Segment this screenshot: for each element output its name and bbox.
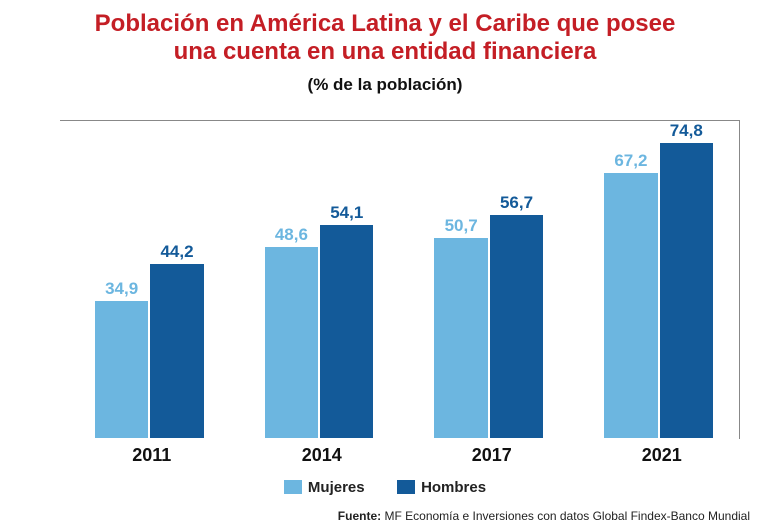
bar-value-label: 67,2 xyxy=(604,151,657,171)
x-axis-label: 2021 xyxy=(604,445,720,466)
chart-bars-container: 34,944,248,654,150,756,767,274,8 xyxy=(60,121,739,439)
legend-label-hombres: Hombres xyxy=(421,479,486,496)
legend: Mujeres Hombres xyxy=(0,479,770,500)
bar: 34,9 xyxy=(94,300,149,439)
legend-item-mujeres: Mujeres xyxy=(284,479,365,496)
bar-value-label: 48,6 xyxy=(265,225,318,245)
bar: 50,7 xyxy=(433,237,488,439)
bar: 56,7 xyxy=(489,214,544,439)
x-axis-label: 2011 xyxy=(94,445,210,466)
chart-title: Población en América Latina y el Caribe … xyxy=(0,0,770,65)
bar: 48,6 xyxy=(264,246,319,439)
bar: 44,2 xyxy=(149,263,204,439)
bar-group: 67,274,8 xyxy=(603,121,718,439)
bar-value-label: 74,8 xyxy=(660,121,713,141)
source-text: MF Economía e Inversiones con datos Glob… xyxy=(381,509,750,523)
chart-subtitle: (% de la población) xyxy=(0,75,770,95)
bar-value-label: 50,7 xyxy=(434,216,487,236)
x-axis-labels: 2011 2014 2017 2021 xyxy=(60,445,740,469)
bar-group: 34,944,2 xyxy=(94,121,209,439)
bar-value-label: 54,1 xyxy=(320,203,373,223)
source-line: Fuente: MF Economía e Inversiones con da… xyxy=(338,509,750,523)
legend-label-mujeres: Mujeres xyxy=(308,479,365,496)
bar-value-label: 34,9 xyxy=(95,279,148,299)
title-line-1: Población en América Latina y el Caribe … xyxy=(95,10,676,37)
bar-group: 50,756,7 xyxy=(433,121,548,439)
legend-swatch-hombres xyxy=(397,480,415,494)
title-line-2: una cuenta en una entidad financiera xyxy=(174,38,597,65)
bar: 74,8 xyxy=(659,142,714,439)
chart-plot-area: 34,944,248,654,150,756,767,274,8 xyxy=(60,120,740,439)
x-axis-label: 2017 xyxy=(434,445,550,466)
bar: 67,2 xyxy=(603,172,658,439)
x-axis-label: 2014 xyxy=(264,445,380,466)
bar-group: 48,654,1 xyxy=(264,121,379,439)
legend-swatch-mujeres xyxy=(284,480,302,494)
bar: 54,1 xyxy=(319,224,374,439)
legend-item-hombres: Hombres xyxy=(397,479,486,496)
bar-value-label: 44,2 xyxy=(150,242,203,262)
source-prefix: Fuente: xyxy=(338,509,381,523)
bar-value-label: 56,7 xyxy=(490,193,543,213)
